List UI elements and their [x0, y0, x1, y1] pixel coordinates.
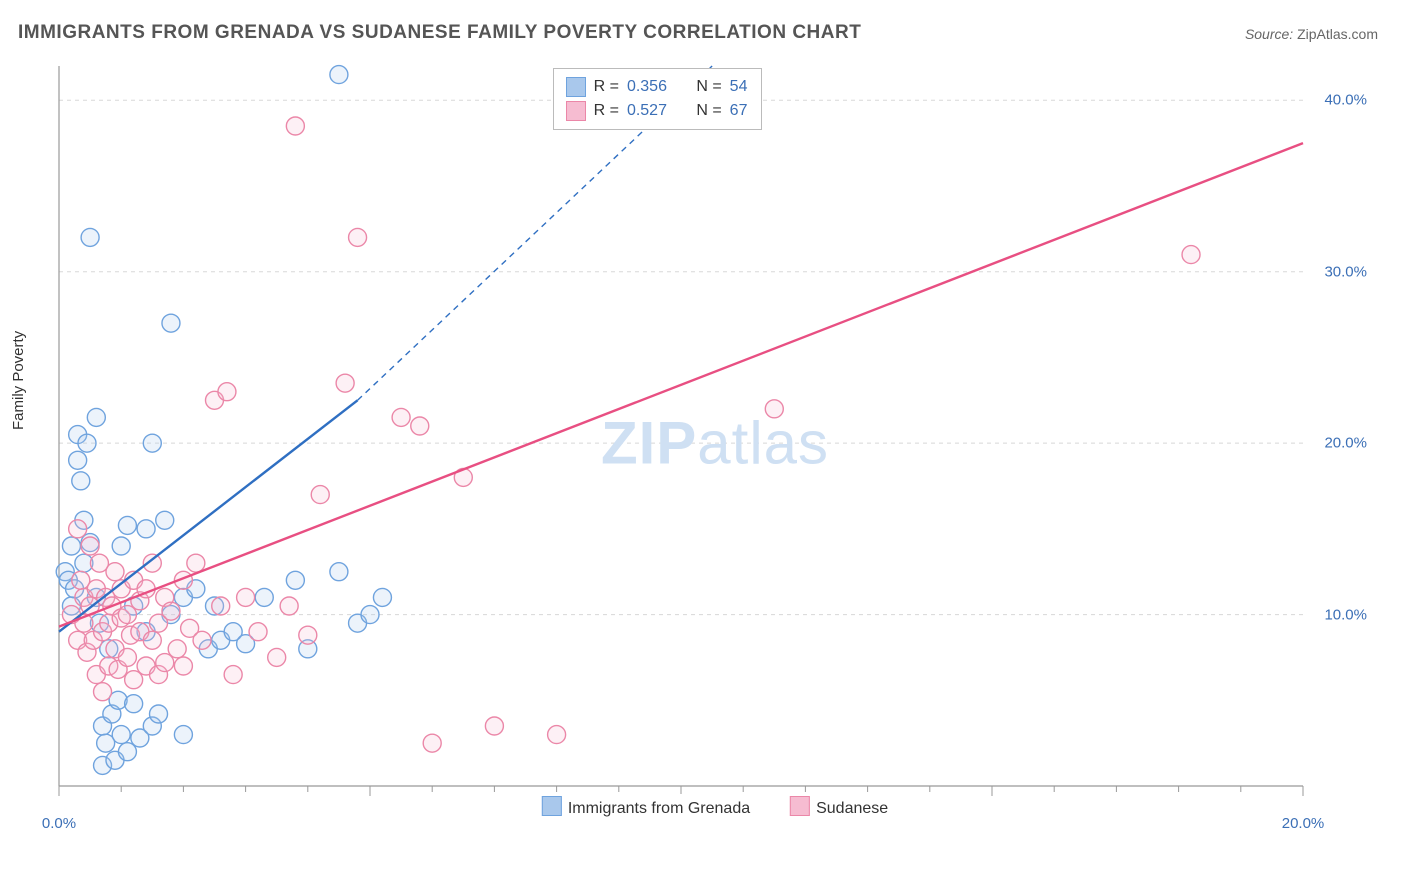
x-tick-label: 20.0% [1282, 815, 1325, 832]
legend-swatch [542, 796, 562, 816]
legend-r-value: 0.527 [627, 99, 667, 123]
legend-row: R = 0.527 N = 67 [566, 99, 748, 123]
y-tick-label: 30.0% [1324, 263, 1367, 280]
series-legend-item: Immigrants from Grenada [542, 796, 750, 818]
source-attribution: Source: ZipAtlas.com [1245, 26, 1378, 42]
chart-plot-area: ZIPatlas R = 0.356 N = 54R = 0.527 N = 6… [55, 58, 1375, 828]
legend-n-label: N = [696, 99, 721, 123]
series-legend-item: Sudanese [790, 796, 888, 818]
chart-title: IMMIGRANTS FROM GRENADA VS SUDANESE FAMI… [18, 22, 861, 44]
y-axis-label: Family Poverty [10, 331, 27, 430]
legend-swatch [790, 796, 810, 816]
chart-svg [55, 58, 1375, 828]
legend-n-value: 54 [730, 75, 748, 99]
legend-r-value: 0.356 [627, 75, 667, 99]
source-label: Source: [1245, 26, 1293, 42]
legend-r-label: R = [594, 99, 619, 123]
legend-n-label: N = [696, 75, 721, 99]
correlation-legend: R = 0.356 N = 54R = 0.527 N = 67 [553, 68, 763, 130]
source-name: ZipAtlas.com [1297, 26, 1378, 42]
series-legend-label: Immigrants from Grenada [568, 800, 750, 817]
series-legend: Immigrants from Grenada Sudanese [534, 794, 896, 820]
legend-n-value: 67 [730, 99, 748, 123]
y-tick-label: 20.0% [1324, 435, 1367, 452]
series-legend-label: Sudanese [816, 800, 888, 817]
y-tick-label: 10.0% [1324, 606, 1367, 623]
legend-swatch [566, 101, 586, 121]
legend-r-label: R = [594, 75, 619, 99]
x-tick-label: 0.0% [42, 815, 76, 832]
y-tick-label: 40.0% [1324, 92, 1367, 109]
legend-row: R = 0.356 N = 54 [566, 75, 748, 99]
legend-swatch [566, 77, 586, 97]
